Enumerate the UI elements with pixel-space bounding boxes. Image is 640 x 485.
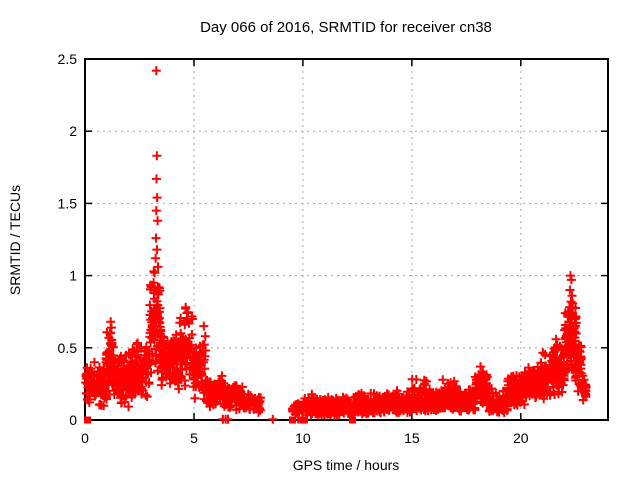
plot-border — [84, 58, 609, 421]
svg-text:20: 20 — [513, 430, 529, 446]
svg-text:0: 0 — [69, 412, 77, 428]
scatter-plus-markers — [81, 66, 591, 424]
svg-text:10: 10 — [295, 430, 311, 446]
y-tick-labels: 0 0.5 1 1.5 2 2.5 — [58, 51, 78, 428]
svg-text:1: 1 — [69, 268, 77, 284]
zero-value-square-marker — [297, 416, 305, 424]
svg-text:5: 5 — [190, 430, 198, 446]
svg-text:2: 2 — [69, 123, 77, 139]
y-axis-label: SRMTID / TECUs — [7, 185, 23, 295]
zero-value-square-marker — [348, 416, 356, 424]
svg-text:0.5: 0.5 — [58, 340, 78, 356]
data-points — [81, 66, 591, 424]
zero-value-square-marker — [84, 416, 92, 424]
x-axis-label: GPS time / hours — [293, 457, 400, 473]
svg-text:1.5: 1.5 — [58, 195, 78, 211]
zero-value-square-marker — [289, 416, 296, 424]
svg-text:2.5: 2.5 — [58, 51, 78, 67]
svg-text:15: 15 — [404, 430, 420, 446]
chart-title: Day 066 of 2016, SRMTID for receiver cn3… — [200, 19, 492, 36]
svg-text:0: 0 — [81, 430, 89, 446]
x-tick-labels: 0 5 10 15 20 — [81, 430, 529, 446]
zero-value-square-marker — [300, 416, 308, 424]
